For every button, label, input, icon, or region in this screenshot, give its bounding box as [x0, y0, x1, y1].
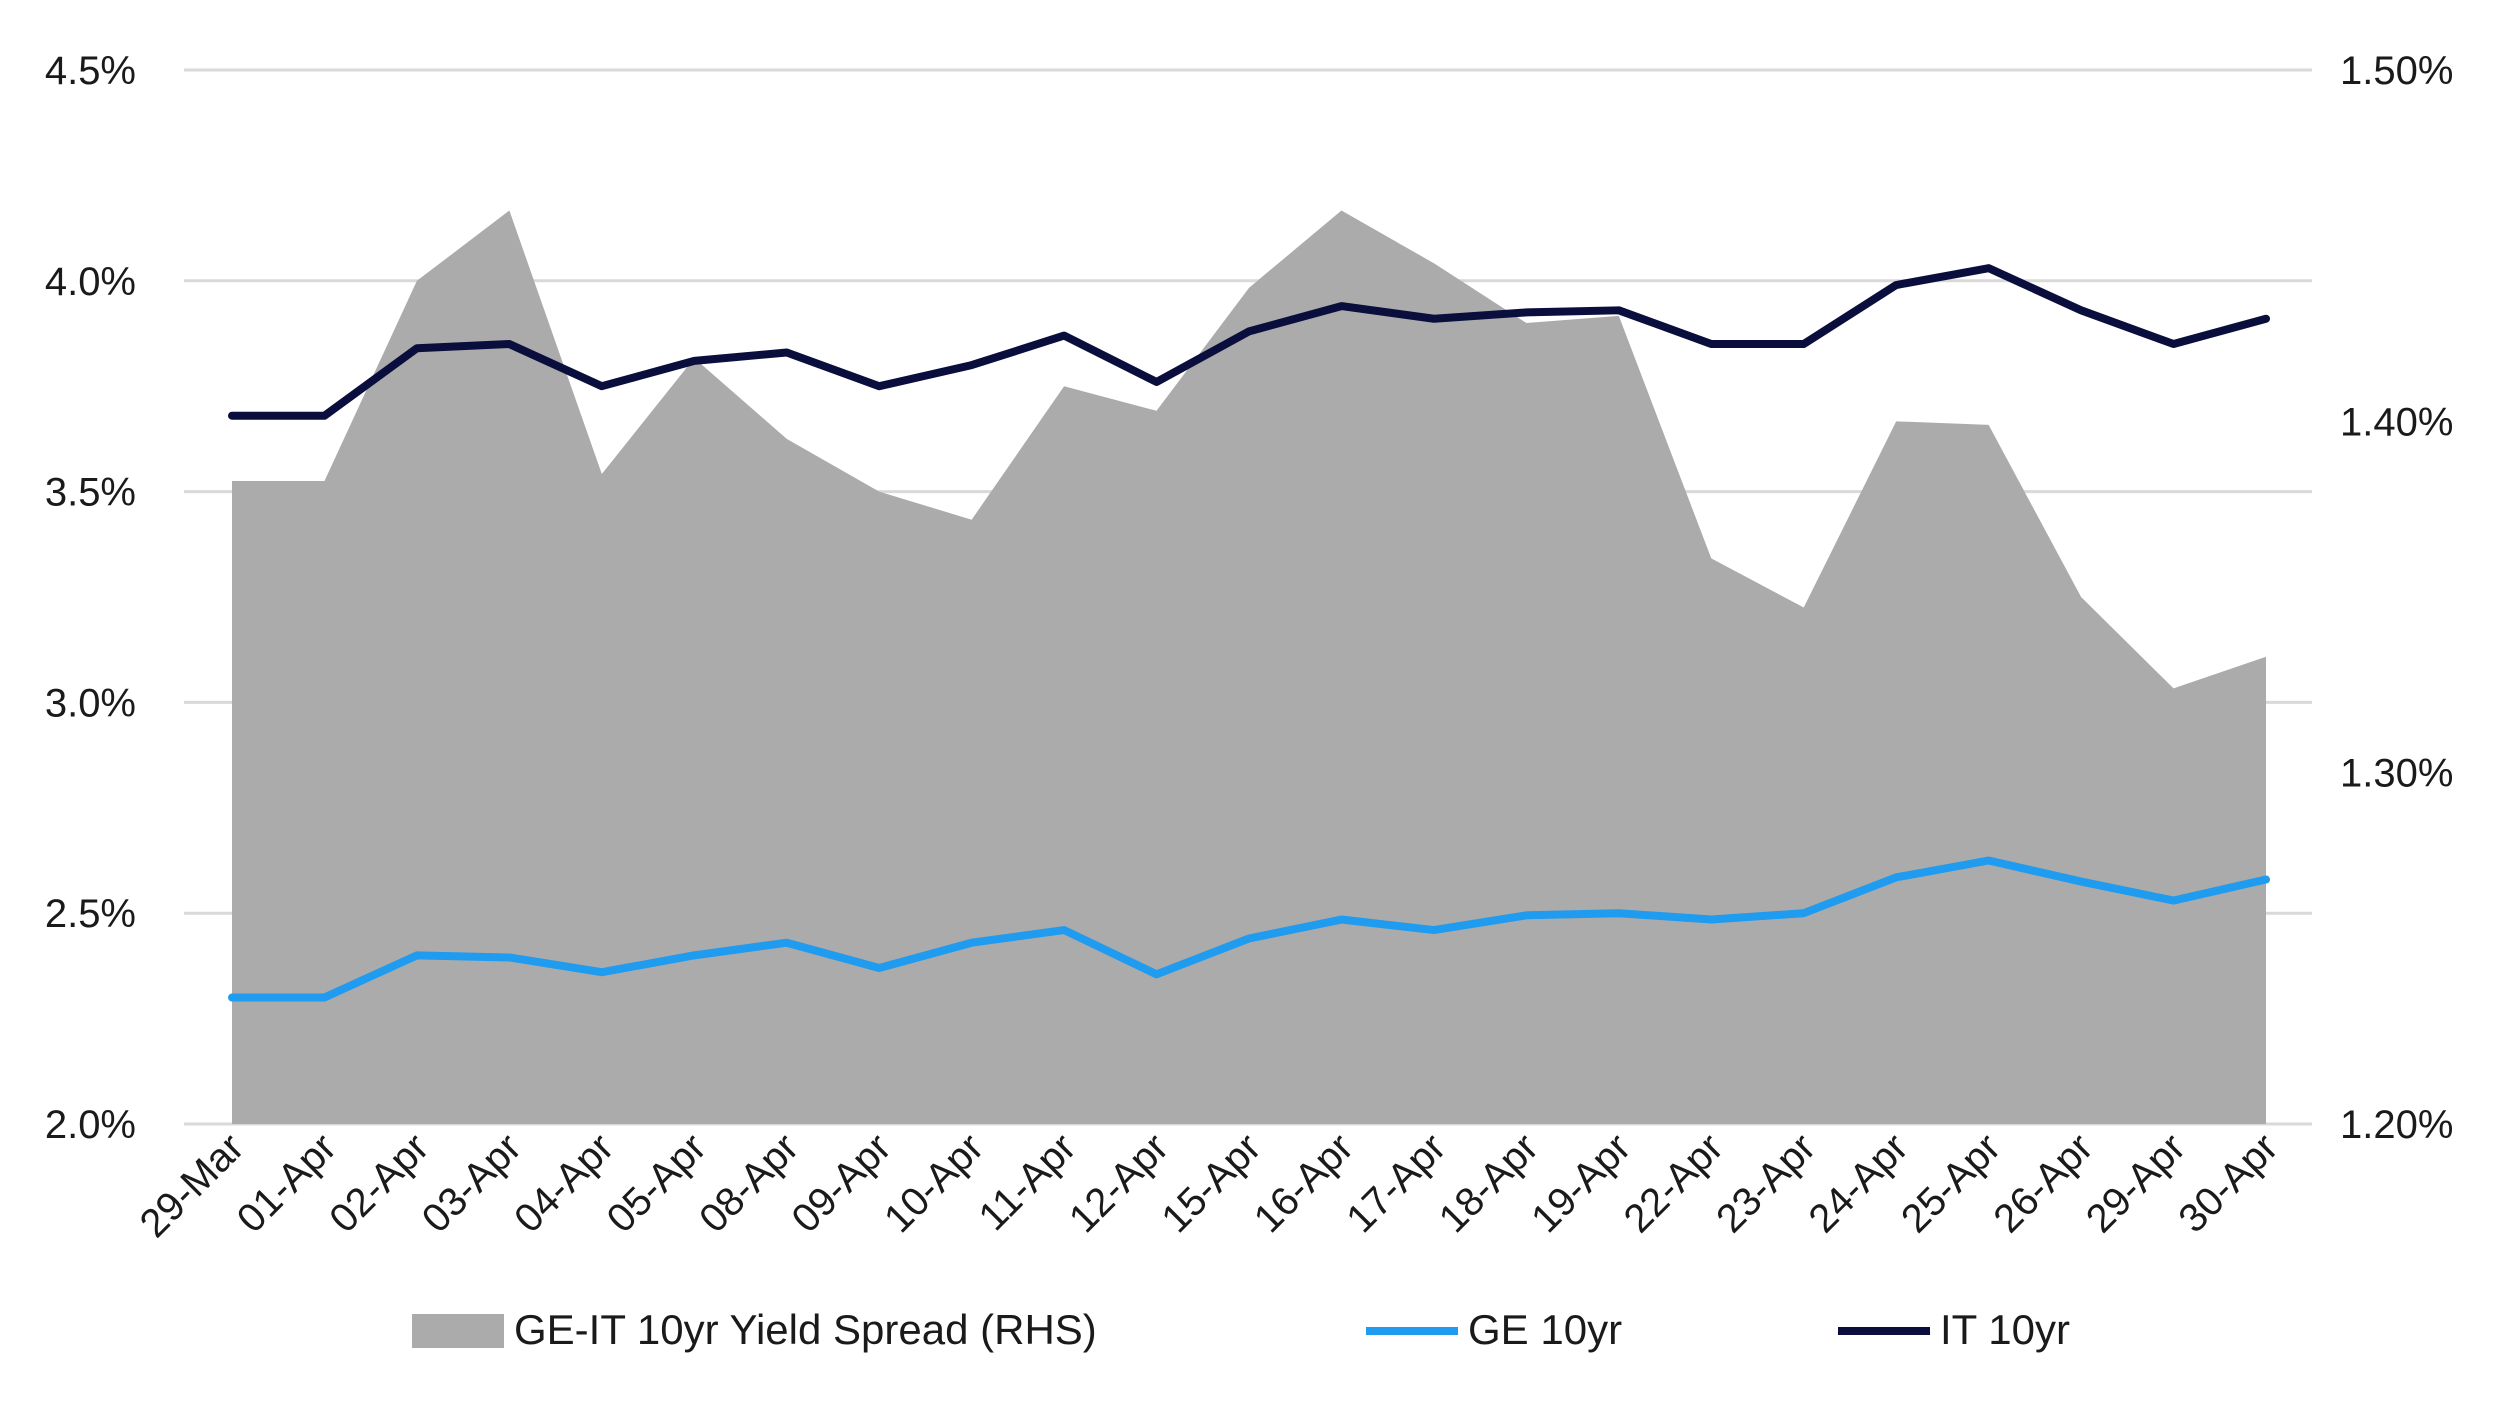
- x-tick-label-16: 22-Apr: [1616, 1125, 1732, 1241]
- x-tick-label-8: 10-Apr: [876, 1125, 992, 1241]
- right-tick-label-1: 1.30%: [2340, 752, 2453, 796]
- x-tick-label-21: 29-Apr: [2078, 1125, 2194, 1241]
- series-area-spread: [232, 210, 2266, 1125]
- x-tick-label-17: 23-Apr: [1708, 1125, 1824, 1241]
- left-tick-label-5: 4.5%: [45, 49, 136, 93]
- series-line-1: [228, 856, 2270, 1002]
- left-tick-label-4: 4.0%: [45, 260, 136, 304]
- x-tick-label-10: 12-Apr: [1061, 1125, 1177, 1241]
- right-tick-label-2: 1.40%: [2340, 400, 2453, 444]
- series-line-2: [228, 264, 2270, 420]
- x-tick-label-12: 16-Apr: [1246, 1125, 1362, 1241]
- left-tick-label-3: 3.5%: [45, 471, 136, 515]
- x-axis-tick-labels: 29-Mar01-Apr02-Apr03-Apr04-Apr05-Apr08-A…: [132, 1125, 2287, 1246]
- legend-label-1: GE 10yr: [1468, 1306, 1622, 1353]
- right-tick-label-3: 1.50%: [2340, 49, 2453, 93]
- x-tick-label-22: 30-Apr: [2170, 1125, 2286, 1241]
- legend-label-2: IT 10yr: [1940, 1306, 2070, 1353]
- x-tick-label-3: 03-Apr: [414, 1125, 530, 1241]
- x-tick-label-9: 11-Apr: [971, 1125, 1085, 1239]
- x-tick-label-6: 08-Apr: [691, 1125, 807, 1241]
- legend-label-0: GE-IT 10yr Yield Spread (RHS): [514, 1306, 1097, 1353]
- x-tick-label-7: 09-Apr: [784, 1125, 900, 1241]
- x-tick-label-20: 26-Apr: [1985, 1125, 2101, 1241]
- x-tick-label-5: 05-Apr: [599, 1125, 715, 1241]
- x-tick-label-4: 04-Apr: [506, 1125, 622, 1241]
- x-tick-label-1: 01-Apr: [229, 1125, 345, 1241]
- left-tick-label-0: 2.0%: [45, 1103, 136, 1147]
- x-tick-label-14: 18-Apr: [1431, 1125, 1547, 1241]
- x-tick-label-19: 25-Apr: [1893, 1125, 2009, 1241]
- x-tick-label-15: 19-Apr: [1523, 1125, 1639, 1241]
- x-tick-label-2: 02-Apr: [321, 1125, 437, 1241]
- legend-swatch-area: [412, 1314, 504, 1348]
- left-tick-label-1: 2.5%: [45, 892, 136, 936]
- x-tick-label-18: 24-Apr: [1801, 1125, 1917, 1241]
- x-tick-label-11: 15-Apr: [1153, 1125, 1269, 1241]
- x-tick-label-0: 29-Mar: [132, 1125, 253, 1246]
- legend: GE-IT 10yr Yield Spread (RHS) GE 10yr IT 1…: [412, 1306, 2070, 1353]
- right-axis-tick-labels: 1.20% 1.30% 1.40% 1.50%: [2340, 49, 2453, 1147]
- left-tick-label-2: 3.0%: [45, 681, 136, 725]
- x-tick-label-13: 17-Apr: [1338, 1125, 1454, 1241]
- right-tick-label-0: 1.20%: [2340, 1103, 2453, 1147]
- spread-area-layer: [232, 210, 2266, 1125]
- line-series-layer: [228, 264, 2270, 1002]
- left-axis-tick-labels: 2.0% 2.5% 3.0% 3.5% 4.0% 4.5%: [45, 49, 136, 1147]
